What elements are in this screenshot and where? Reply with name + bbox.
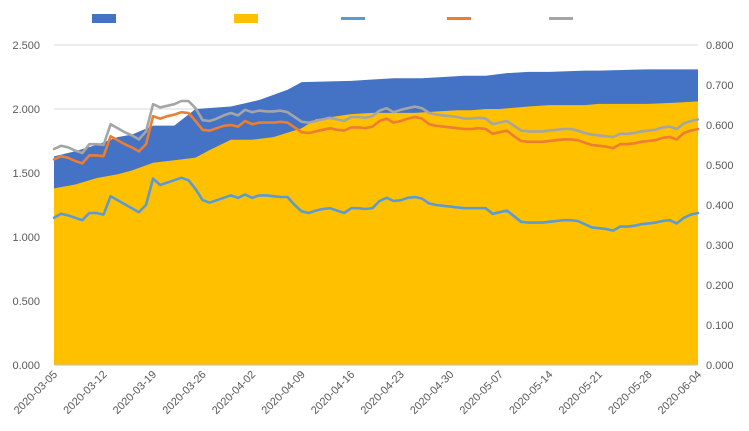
right-tick-label: 0.600 [706,120,734,132]
x-tick-label: 2020-04-16 [309,369,357,417]
x-tick-label: 2020-05-28 [606,369,654,417]
line-CJ ENM 5Y [52,110,700,165]
legend-label: AA-등급민평 5년 [578,13,658,26]
right-tick-label: 0.200 [706,280,734,292]
area-series [54,69,698,365]
line-AA-등급민평 5년 [52,99,700,155]
line-series [52,99,700,232]
left-tick-label: 2.500 [12,40,40,52]
left-tick-label: 1.000 [12,232,40,244]
x-tick-label: 2020-05-07 [458,369,506,417]
x-tick-label: 2020-04-23 [359,369,407,417]
right-tick-label: 0.100 [706,320,734,332]
left-tick-label: 2.000 [12,104,40,116]
right-tick-label: 0.500 [706,160,734,172]
legend-label: CJ ENM Spread [263,13,344,26]
right-tick-label: 0.300 [706,240,734,252]
x-tick-label: 2020-03-12 [61,369,109,417]
x-tick-label: 2020-03-05 [12,369,60,417]
x-tick-label: 2020-06-04 [656,369,704,417]
left-tick-label: 1.500 [12,168,40,180]
left-tick-label: 0.500 [12,296,40,308]
left-tick-label: 0.000 [12,360,40,372]
legend: AA-등급 Spread CJ ENM Spread 국고채 5년 CJ ENM 5Y… [92,13,658,26]
right-tick-label: 0.700 [706,80,734,92]
x-tick-label: 2020-05-14 [507,369,555,417]
right-tick-label: 0.000 [706,360,734,372]
legend-swatch [234,14,258,23]
area-CJ ENM Spread [54,101,698,365]
right-tick-label: 0.800 [706,40,734,52]
legend-label: AA-등급 Spread [121,13,203,26]
right-tick-label: 0.400 [706,200,734,212]
x-tick-label: 2020-03-19 [111,369,159,417]
x-tick-label: 2020-04-02 [210,369,258,417]
x-tick-label: 2020-04-09 [260,369,308,417]
legend-label: CJ ENM 5Y [476,13,533,26]
legend-label: 국고채 5년 [370,13,421,26]
x-tick-label: 2020-04-30 [408,369,456,417]
legend-swatch [92,14,116,23]
x-tick-label: 2020-05-21 [557,369,605,417]
x-tick-label: 2020-03-26 [160,369,208,417]
line-국고채 5년 [52,176,700,232]
